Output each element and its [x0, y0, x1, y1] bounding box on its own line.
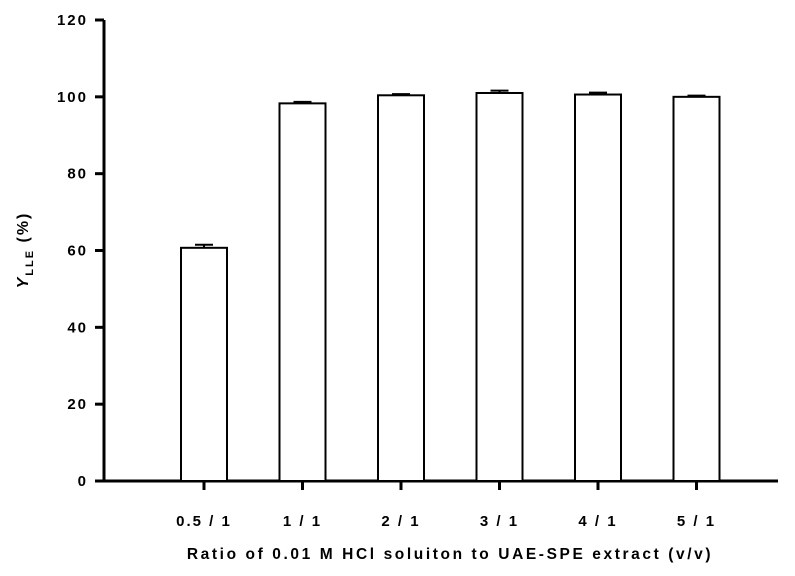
x-axis-title: Ratio of 0.01 M HCl soluiton to UAE-SPE … — [187, 546, 713, 563]
bar — [377, 94, 425, 483]
y-axis: 0 20 40 60 80 100 120 — [57, 12, 106, 490]
x-tick-label: 0.5 / 1 — [176, 513, 232, 530]
x-tick-label: 5 / 1 — [677, 513, 716, 530]
x-tick-label: 4 / 1 — [578, 513, 617, 530]
y-tick-label: 20 — [67, 396, 88, 413]
y-tick-label: 120 — [57, 12, 88, 29]
y-tick-label: 100 — [57, 89, 88, 106]
x-tick-label: 1 / 1 — [283, 513, 322, 530]
y-tick-label: 60 — [67, 243, 88, 260]
bar — [672, 95, 721, 482]
y-axis-title: YLLE (%) — [15, 212, 36, 289]
x-tick-label: 2 / 1 — [381, 513, 420, 530]
y-tick-label: 80 — [67, 166, 88, 183]
y-axis-title-suffix: (%) — [15, 212, 32, 249]
x-axis — [102, 479, 778, 490]
y-tick-label: 0 — [78, 473, 88, 490]
bar — [180, 246, 228, 482]
y-tick-label: 40 — [67, 319, 88, 336]
y-axis-title-subscript: LLE — [24, 249, 36, 276]
bars — [180, 89, 721, 483]
bar — [278, 102, 327, 482]
x-tick-label: 3 / 1 — [480, 513, 519, 530]
bar — [475, 91, 524, 482]
y-axis-title-main: Y — [15, 276, 32, 289]
bar — [574, 93, 622, 483]
x-tick-labels: 0.5 / 1 1 / 1 2 / 1 3 / 1 4 / 1 5 / 1 — [176, 513, 716, 530]
